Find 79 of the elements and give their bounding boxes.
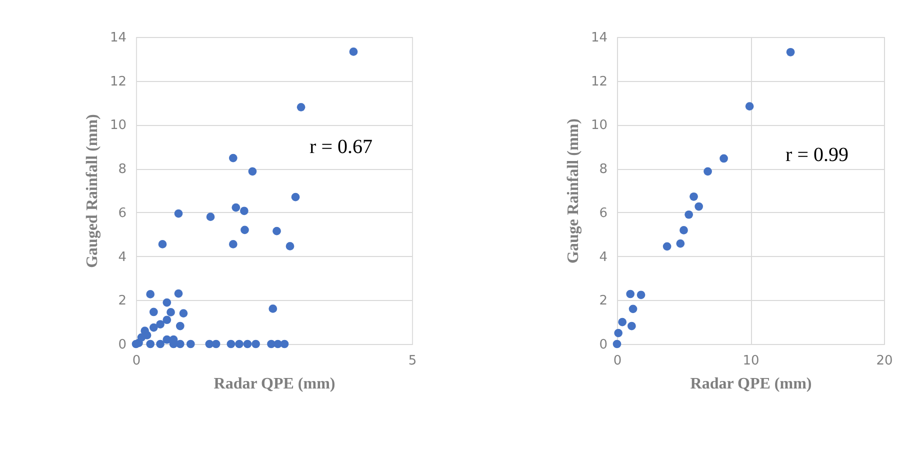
point [628, 322, 636, 330]
point [149, 308, 158, 316]
point [156, 320, 164, 328]
point [226, 340, 236, 348]
point [291, 192, 300, 202]
y-tick-label: 8 [599, 162, 608, 178]
point [248, 167, 257, 176]
point [286, 242, 294, 250]
point [232, 203, 240, 212]
x-tick-label: 10 [742, 354, 760, 368]
point [166, 308, 175, 316]
point [684, 210, 694, 219]
point [228, 240, 238, 248]
y-tick-label: 6 [599, 206, 608, 221]
point [240, 206, 248, 216]
point [349, 48, 358, 56]
annotation: r = 0.67 [310, 136, 372, 158]
x-tick-label: 5 [408, 354, 417, 368]
x-tick-label: 0 [613, 354, 622, 368]
point [158, 240, 167, 248]
point [690, 192, 698, 201]
y-tick-label: 4 [599, 250, 608, 265]
point [636, 290, 646, 300]
point [704, 167, 712, 176]
point [162, 298, 172, 307]
y-tick-label: 4 [118, 250, 126, 265]
y-tick-label: 10 [590, 118, 608, 134]
y-tick-label: 14 [590, 30, 608, 46]
point [235, 340, 244, 348]
point [680, 226, 688, 234]
y-tick-label: 6 [118, 206, 126, 221]
x-tick-label: 20 [876, 354, 893, 368]
y-tick-label: 12 [590, 74, 608, 90]
point [243, 340, 252, 348]
point [252, 340, 260, 348]
point [228, 154, 238, 162]
y-tick-label: 0 [599, 338, 608, 352]
x-axis-title: Radar QPE (mm) [690, 376, 812, 392]
y-tick-label: 10 [110, 118, 126, 134]
point [296, 102, 306, 112]
point [162, 316, 172, 324]
y-tick-label: 12 [110, 74, 126, 90]
point [206, 212, 215, 221]
y-tick-label: 2 [118, 294, 126, 309]
point [272, 226, 281, 236]
point [694, 202, 704, 211]
point [179, 309, 188, 318]
point [146, 290, 155, 298]
point [174, 289, 183, 298]
point [212, 340, 220, 348]
point [174, 209, 183, 218]
point [720, 154, 728, 163]
y-tick-label: 14 [110, 30, 126, 46]
point [618, 318, 627, 326]
y-axis-title: Gauge Rainfall (mm) [564, 118, 582, 264]
x-tick-label: 0 [132, 354, 141, 368]
point [662, 242, 672, 251]
point [240, 226, 249, 234]
point [786, 48, 795, 56]
point [628, 304, 638, 314]
x-axis-title: Radar QPE (mm) [214, 376, 336, 392]
point [176, 340, 184, 348]
point [614, 328, 623, 338]
y-tick-label: 8 [118, 162, 126, 178]
point [176, 322, 184, 330]
y-tick-label: 0 [118, 338, 126, 352]
point [280, 340, 289, 348]
point [146, 340, 155, 348]
point [612, 340, 622, 348]
point [186, 340, 195, 348]
point [268, 304, 278, 313]
y-tick-label: 2 [599, 294, 608, 309]
annotation: r = 0.99 [786, 144, 848, 166]
point [626, 290, 635, 298]
point [745, 102, 754, 110]
point [676, 239, 685, 248]
point [149, 323, 158, 332]
point [156, 340, 164, 348]
y-axis-title: Gauged Rainfall (mm) [84, 114, 101, 268]
